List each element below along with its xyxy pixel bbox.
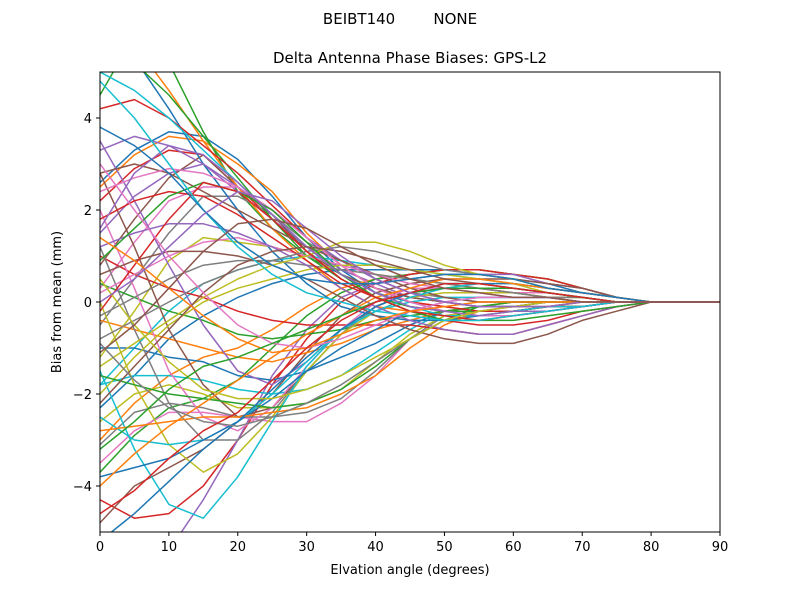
y-tick-label: 4 bbox=[84, 112, 92, 127]
x-tick-label: 30 bbox=[298, 540, 315, 555]
x-tick-label: 80 bbox=[643, 540, 660, 555]
x-axis-label: Elvation angle (degrees) bbox=[330, 563, 489, 578]
chart-title: Delta Antenna Phase Biases: GPS-L2 bbox=[273, 49, 547, 67]
x-tick-label: 0 bbox=[96, 540, 104, 555]
x-tick-label: 70 bbox=[574, 540, 591, 555]
y-tick-label: −2 bbox=[73, 388, 92, 403]
series-line-66 bbox=[100, 218, 720, 354]
x-tick-label: 50 bbox=[436, 540, 453, 555]
y-tick-label: 2 bbox=[84, 204, 92, 219]
x-tick-label: 40 bbox=[367, 540, 384, 555]
x-tick-label: 10 bbox=[161, 540, 178, 555]
y-tick-label: 0 bbox=[84, 296, 92, 311]
x-tick-label: 90 bbox=[712, 540, 729, 555]
x-tick-label: 20 bbox=[230, 540, 247, 555]
series-group bbox=[100, 72, 720, 532]
x-axis: 0 10 20 30 40 50 60 70 80 90 bbox=[96, 532, 728, 555]
x-tick-label: 60 bbox=[505, 540, 522, 555]
y-axis: −4 −2 0 2 4 bbox=[73, 112, 100, 495]
figure-suptitle: BEIBT140 NONE bbox=[323, 10, 477, 28]
y-axis-label: Bias from mean (mm) bbox=[50, 231, 65, 373]
y-tick-label: −4 bbox=[73, 480, 92, 495]
